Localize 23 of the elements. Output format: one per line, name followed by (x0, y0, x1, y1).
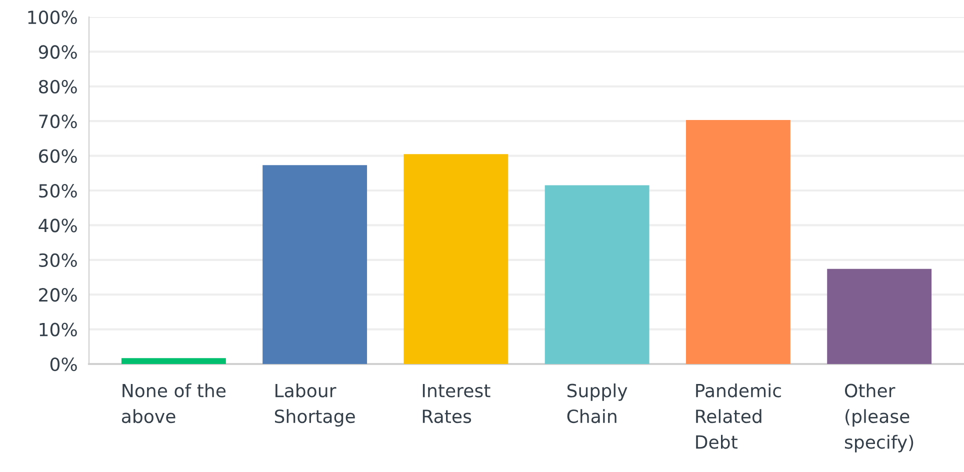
x-tick-label: Interest Rates (422, 384, 490, 424)
y-tick-label: 40% (38, 218, 77, 232)
bar (404, 154, 508, 364)
y-tick-label: 20% (39, 288, 77, 302)
bar (544, 185, 650, 364)
x-tick-label: Other (please specify) (844, 383, 914, 452)
y-tick-label: 10% (40, 322, 77, 336)
y-tick-label: 90% (38, 45, 77, 59)
y-tick-label: 60% (39, 149, 77, 163)
y-tick-label: 50% (39, 184, 77, 198)
bar (686, 120, 790, 364)
x-tick-label: None of the above (122, 383, 226, 424)
y-tick-label: 80% (38, 80, 77, 94)
y-tick-label: 30% (39, 253, 77, 268)
x-tick-label: Supply Chain (567, 383, 628, 424)
x-tick-label: Pandemic Related Debt (696, 383, 781, 449)
y-tick-label: 100% (28, 10, 77, 24)
y-tick-label: 0% (50, 357, 77, 372)
bar (827, 268, 932, 364)
bar (262, 165, 368, 364)
bar (121, 358, 226, 364)
y-tick-label: 70% (39, 114, 77, 128)
x-tick-label: Labour Shortage (274, 383, 355, 427)
